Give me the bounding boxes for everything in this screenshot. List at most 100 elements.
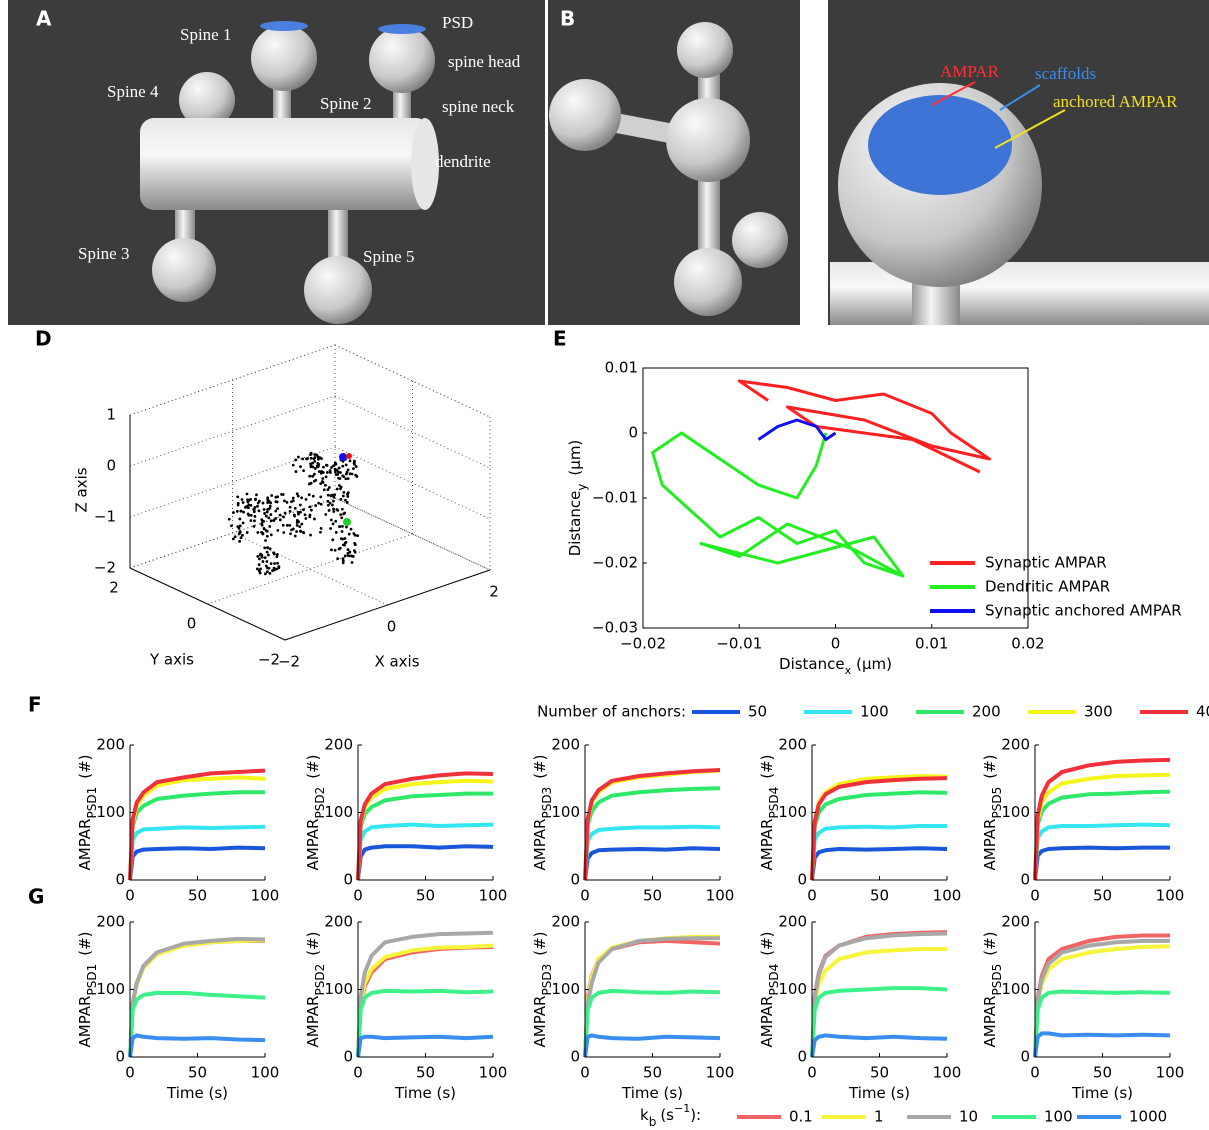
- label-part: AMPAR: [758, 819, 776, 871]
- y-axis-label: AMPARPSD1(#): [76, 755, 99, 871]
- panel-letter: G: [28, 885, 44, 909]
- render-dot: [299, 530, 302, 533]
- render-dot: [302, 469, 305, 472]
- render-dot: [284, 512, 287, 515]
- label-part: (#): [531, 755, 549, 779]
- render-dot: [347, 477, 350, 480]
- spine-head: [549, 79, 621, 151]
- legend-label: 100: [860, 703, 889, 721]
- render-dot: [319, 531, 322, 534]
- render-dot: [355, 465, 358, 468]
- x-tick-label: 50: [188, 1064, 207, 1082]
- y-tick-label: 100: [778, 803, 807, 821]
- render-dot: [334, 470, 337, 473]
- label-part: (#): [758, 932, 776, 956]
- render-dot: [340, 498, 343, 501]
- x-axis-label: Distancex(μm): [779, 655, 892, 677]
- render-dot: [256, 567, 259, 570]
- render-dot: [347, 554, 350, 557]
- render-dot: [322, 466, 325, 469]
- label-part: (#): [981, 932, 999, 956]
- y-axis: [130, 568, 285, 640]
- render-dot: [321, 477, 324, 480]
- x-tick-label: 0: [831, 635, 841, 653]
- annotation: Spine 2: [320, 94, 371, 113]
- axis: [585, 745, 720, 880]
- render-dot: [325, 475, 328, 478]
- x-tick-label: 100: [479, 887, 508, 905]
- axis: [358, 745, 493, 880]
- render-dot: [261, 556, 264, 559]
- label-part: (#): [304, 932, 322, 956]
- legend-label: 10: [959, 1108, 978, 1126]
- chart: 0501000100200AMPARPSD2(#): [304, 736, 508, 905]
- render-dot: [328, 509, 331, 512]
- render-dot: [253, 519, 256, 522]
- y-axis-label: AMPARPSD2(#): [304, 932, 327, 1048]
- y-axis-label: AMPARPSD3(#): [531, 932, 554, 1048]
- render-dot: [228, 518, 231, 521]
- x-tick-label: 2: [489, 583, 499, 601]
- render-dot: [346, 495, 349, 498]
- render-dot: [246, 493, 249, 496]
- series-line: [1035, 946, 1170, 1057]
- render-dot: [340, 516, 343, 519]
- spine-head: [152, 238, 216, 302]
- label-part: (#): [531, 932, 549, 956]
- series-line: [1035, 941, 1170, 1057]
- render-dot: [266, 551, 269, 554]
- render-dot: [294, 535, 297, 538]
- y-axis-label: AMPARPSD5(#): [981, 755, 1004, 871]
- label-part: −1: [674, 1102, 690, 1115]
- render-dot: [349, 459, 352, 462]
- label-part: Time (s): [394, 1084, 456, 1102]
- y-tick-label: 100: [1001, 980, 1030, 998]
- render-dot: [264, 572, 267, 575]
- render-dot: [282, 516, 285, 519]
- render-dot: [262, 520, 265, 523]
- render-dot: [304, 513, 307, 516]
- x-tick-label: 50: [1093, 1064, 1112, 1082]
- render-dot: [270, 519, 273, 522]
- label-part: AMPAR: [304, 819, 322, 871]
- annotation: Spine 1: [180, 25, 231, 44]
- y-tick-label: 0: [343, 1048, 353, 1066]
- x-tick-label: 50: [188, 887, 207, 905]
- label-part: Time (s): [1071, 1084, 1133, 1102]
- y-axis-label: AMPARPSD3(#): [531, 755, 554, 871]
- axis-label: Y axis: [149, 651, 194, 669]
- render-dot: [346, 501, 349, 504]
- axis: [812, 745, 947, 880]
- legend-label: 100: [1044, 1108, 1073, 1126]
- render-dot: [304, 517, 307, 520]
- render-dot: [344, 537, 347, 540]
- page: A Spine 1 PSD spine head Spine 4 Spine 2…: [0, 0, 1209, 1130]
- series-line: [358, 991, 493, 1057]
- render-dot: [299, 504, 302, 507]
- label-part: AMPAR: [76, 819, 94, 871]
- render-dot: [238, 532, 241, 535]
- render-dot: [299, 465, 302, 468]
- render-dot: [309, 514, 312, 517]
- y-tick-label: 200: [551, 736, 580, 754]
- render-dot: [345, 541, 348, 544]
- render-dot: [327, 504, 330, 507]
- render-dot: [314, 456, 317, 459]
- render-dot: [271, 569, 274, 572]
- render-dot: [279, 514, 282, 517]
- render-dot: [351, 561, 354, 564]
- spine-head: [677, 22, 733, 78]
- series-line: [1035, 992, 1170, 1058]
- render-dot: [339, 513, 342, 516]
- render-dot: [232, 537, 235, 540]
- render-dot: [298, 525, 301, 528]
- render-dot: [240, 536, 243, 539]
- render-dot: [313, 453, 316, 456]
- y-axis-label: AMPARPSD2(#): [304, 755, 327, 871]
- label-part: PSD4: [767, 964, 781, 996]
- render-dot: [330, 548, 333, 551]
- y-tick-label: 100: [1001, 803, 1030, 821]
- x-tick-label: 0: [353, 887, 363, 905]
- x-tick-label: 0: [125, 887, 135, 905]
